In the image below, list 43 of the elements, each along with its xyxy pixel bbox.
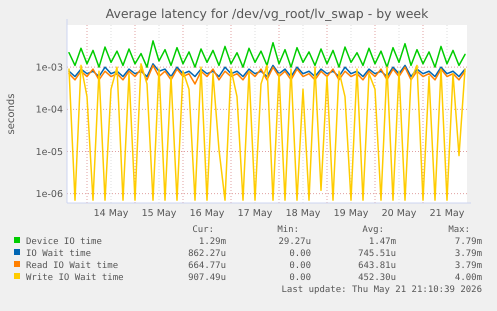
line-series <box>68 63 466 201</box>
x-tick-label: 20 May <box>382 208 417 219</box>
text: 664.77u <box>188 261 226 271</box>
line-series <box>68 40 466 68</box>
legend-label: Read IO Wait time <box>26 261 118 271</box>
text: 643.81u <box>358 261 396 271</box>
text: 4.00m <box>454 273 482 283</box>
y-axis-title: seconds <box>6 94 17 134</box>
text: 7.79m <box>454 237 482 247</box>
text: Min: <box>277 225 299 235</box>
text: Max: <box>448 225 470 235</box>
text: 0.00 <box>289 273 311 283</box>
text: 0.00 <box>289 261 311 271</box>
legend-label: Write IO Wait time <box>26 273 124 283</box>
x-tick-label: 15 May <box>142 208 177 219</box>
legend-label: Device IO time <box>26 237 102 247</box>
text: 0.00 <box>289 249 311 259</box>
text: 745.51u <box>358 249 396 259</box>
y-tick-label: 1e-03 <box>36 62 63 74</box>
x-tick-label: 18 May <box>286 208 321 219</box>
text: Last update: Thu May 21 21:10:39 2026 <box>282 285 482 295</box>
x-tick-label: 19 May <box>334 208 369 219</box>
y-tick-label: 1e-05 <box>36 146 63 158</box>
x-tick-label: 16 May <box>190 208 225 219</box>
text: 1.47m <box>368 237 396 247</box>
text: 29.27u <box>278 237 311 247</box>
y-tick-label: 1e-04 <box>36 104 63 116</box>
text: 452.30u <box>358 273 396 283</box>
chart-title: Average latency for /dev/vg_root/lv_swap - by week <box>106 6 430 21</box>
line-series <box>68 64 466 85</box>
x-tick-label: 21 May <box>430 208 465 219</box>
y-tick-label: 1e-06 <box>36 188 63 200</box>
line-series <box>68 63 466 78</box>
text: 1.29m <box>198 237 226 247</box>
legend-label: IO Wait time <box>26 249 92 259</box>
text: 3.79m <box>454 261 482 271</box>
text: 862.27u <box>188 249 226 259</box>
text: 907.49u <box>188 273 226 283</box>
text: Avg: <box>362 225 384 235</box>
x-tick-label: 14 May <box>94 208 129 219</box>
text: Cur: <box>192 225 214 235</box>
x-tick-label: 17 May <box>238 208 273 219</box>
text: 3.79m <box>454 249 482 259</box>
